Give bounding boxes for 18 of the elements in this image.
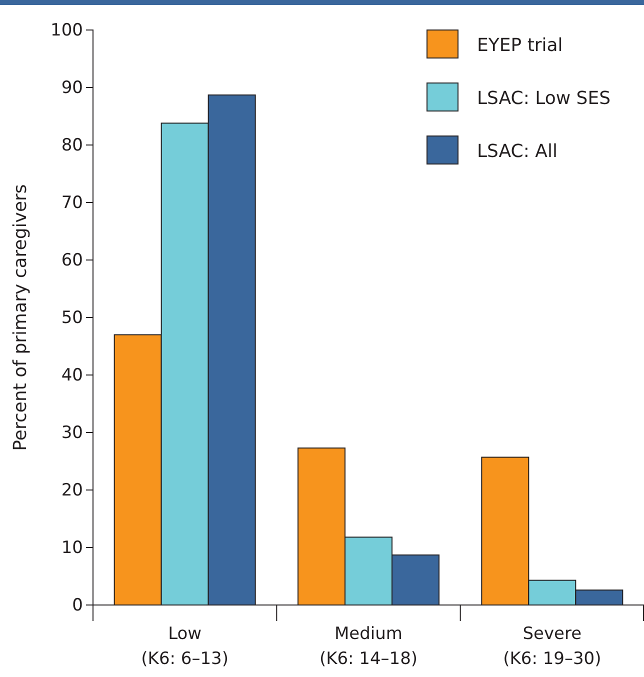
y-tick-label: 50 xyxy=(61,308,83,328)
y-tick-label: 20 xyxy=(61,480,83,500)
x-tick-label: Low (K6: 6–13) xyxy=(141,624,228,669)
y-tick-label: 40 xyxy=(61,365,83,386)
y-axis-title: Percent of primary caregivers xyxy=(10,184,31,451)
x-tick-label: Medium (K6: 14–18) xyxy=(319,624,418,669)
y-tick-label: 100 xyxy=(50,20,83,40)
y-tick-label: 10 xyxy=(61,538,83,558)
y-tick-label: 30 xyxy=(61,422,83,443)
y-tick-label: 90 xyxy=(61,78,83,98)
x-tick-label: Severe (K6: 19–30) xyxy=(503,624,602,669)
y-tick-label: 60 xyxy=(61,250,83,270)
y-tick-label: 80 xyxy=(61,135,83,156)
legend-label: LSAC: Low SES xyxy=(477,88,611,109)
legend-label: LSAC: All xyxy=(477,141,558,162)
legend-label: EYEP trial xyxy=(477,35,563,56)
y-tick-label: 70 xyxy=(61,192,83,213)
y-tick-label: 0 xyxy=(72,595,83,616)
